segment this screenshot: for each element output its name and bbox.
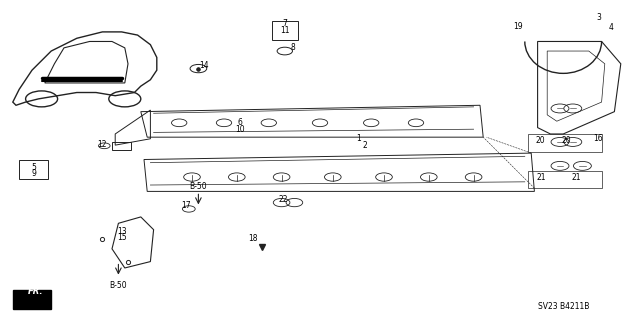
Text: 6: 6 — [237, 118, 243, 127]
Text: 12: 12 — [98, 140, 107, 149]
Text: 20: 20 — [561, 136, 572, 145]
Text: 20: 20 — [536, 136, 546, 145]
Text: 8: 8 — [291, 43, 296, 52]
Text: 2: 2 — [362, 141, 367, 150]
Text: SV23 B4211B: SV23 B4211B — [538, 302, 589, 311]
Bar — [112, 142, 131, 150]
Text: B-50: B-50 — [189, 182, 207, 191]
Text: 13: 13 — [116, 227, 127, 236]
Text: 4: 4 — [609, 23, 614, 32]
Bar — [19, 160, 48, 179]
Text: 1: 1 — [356, 134, 361, 143]
Text: 21: 21 — [536, 173, 545, 182]
Text: 21: 21 — [572, 173, 580, 182]
Text: 10: 10 — [235, 125, 245, 134]
Text: 7: 7 — [282, 19, 287, 28]
Bar — [13, 290, 51, 309]
Text: FR.: FR. — [28, 287, 43, 296]
Text: 19: 19 — [513, 22, 524, 31]
Text: 16: 16 — [593, 134, 604, 143]
Bar — [528, 134, 602, 152]
Text: 11: 11 — [280, 26, 289, 35]
Text: 15: 15 — [116, 233, 127, 242]
Text: 17: 17 — [180, 201, 191, 210]
Text: 18: 18 — [248, 234, 257, 243]
Bar — [272, 21, 298, 40]
Text: 5: 5 — [31, 163, 36, 172]
Text: 14: 14 — [198, 61, 209, 70]
Text: 22: 22 — [278, 195, 287, 204]
Text: B-50: B-50 — [109, 281, 127, 290]
Text: 3: 3 — [596, 13, 601, 22]
Bar — [528, 171, 602, 188]
Text: 9: 9 — [31, 169, 36, 178]
